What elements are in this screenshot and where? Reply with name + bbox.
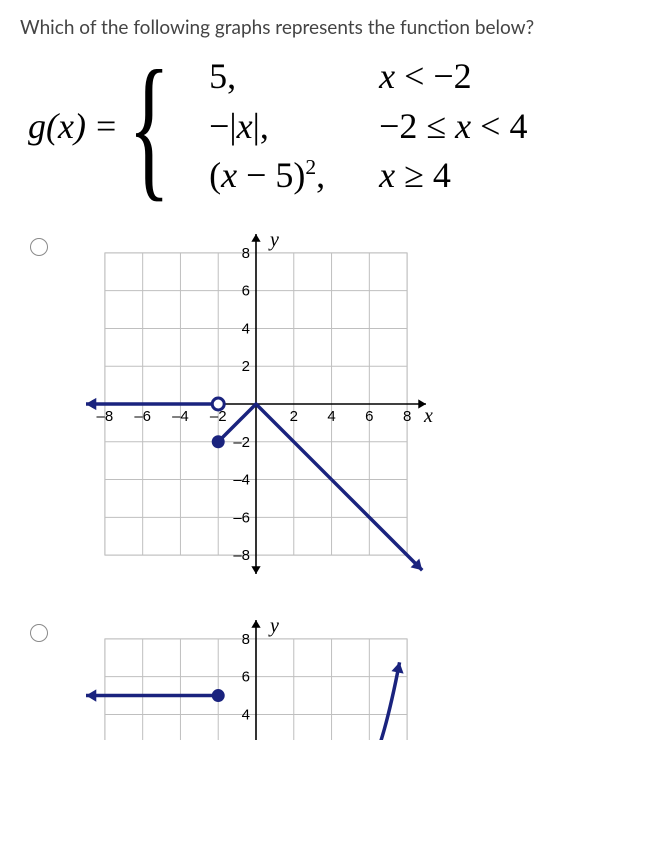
svg-text:y: y: [268, 615, 279, 637]
svg-text:8: 8: [403, 408, 411, 425]
svg-text:4: 4: [242, 320, 250, 337]
svg-text:–4: –4: [172, 408, 189, 425]
svg-text:8: 8: [242, 245, 250, 262]
option-1-row: –8–8–6–6–4–4–2–222446688yx: [20, 224, 649, 588]
piece-3: (x − 5)2, x ≥ 4: [209, 156, 527, 196]
svg-text:2: 2: [242, 358, 250, 375]
piece-2: −|x|, −2 ≤ x < 4: [209, 107, 527, 147]
piecewise-equation: g(x) = { 5, x < −2 −|x|, −2 ≤ x < 4 (x −…: [28, 57, 649, 196]
svg-text:y: y: [268, 229, 279, 251]
svg-text:2: 2: [290, 408, 298, 425]
piece-1: 5, x < −2: [209, 57, 527, 97]
svg-text:4: 4: [327, 408, 335, 425]
svg-text:–2: –2: [233, 434, 250, 451]
svg-text:8: 8: [242, 631, 250, 648]
svg-text:–6: –6: [134, 408, 151, 425]
svg-text:6: 6: [242, 668, 250, 685]
svg-text:–6: –6: [233, 509, 250, 526]
svg-text:6: 6: [242, 282, 250, 299]
option-1-graph: –8–8–6–6–4–4–2–222446688yx: [76, 224, 436, 588]
option-2-row: –8–8–6–6–4–4–2–222446688yx: [20, 610, 649, 744]
svg-text:–4: –4: [233, 471, 250, 488]
option-2-radio[interactable]: [30, 624, 48, 642]
svg-text:–8: –8: [97, 408, 114, 425]
svg-text:x: x: [423, 405, 433, 427]
question-prompt: Which of the following graphs represents…: [20, 16, 649, 39]
svg-text:–8: –8: [233, 547, 250, 564]
svg-text:4: 4: [242, 706, 250, 723]
svg-text:6: 6: [365, 408, 373, 425]
option-2-graph: –8–8–6–6–4–4–2–222446688yx: [76, 610, 436, 744]
option-1-radio[interactable]: [30, 238, 48, 256]
